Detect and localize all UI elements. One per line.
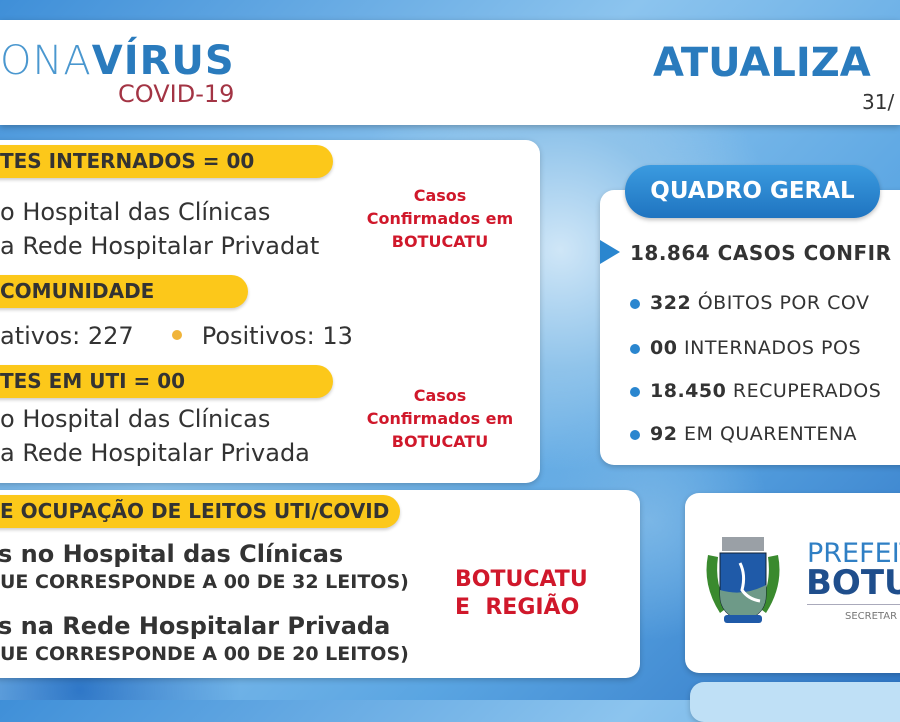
note-line: BOTUCATU xyxy=(391,432,489,451)
note-line: E REGIÃO xyxy=(455,595,580,620)
logo-divider xyxy=(807,604,900,605)
quadro-item: 00 INTERNADOS POS xyxy=(630,337,861,359)
note-line: BOTUCATU xyxy=(455,567,588,592)
quadro-item: 18.450 RECUPERADOS xyxy=(630,380,881,402)
hospital-card xyxy=(0,140,540,483)
item-num: 18.450 xyxy=(650,380,727,402)
uti-note: Casos Confirmados em BOTUCATU xyxy=(350,384,530,453)
logo-line2: BOTU xyxy=(806,563,900,603)
logo-line1: PREFEIT xyxy=(807,538,900,569)
update-date: 31/ xyxy=(862,90,895,114)
comunidade-values: ativos: 227 Positivos: 13 xyxy=(0,322,353,350)
ocupacao-heading: E OCUPAÇÃO DE LEITOS UTI/COVID xyxy=(0,495,400,528)
casos-confirmados: 18.864 CASOS CONFIR xyxy=(630,241,892,265)
negativos: ativos: 227 xyxy=(0,322,134,350)
ocupacao-note: BOTUCATU E REGIÃO xyxy=(455,566,620,622)
quadro-card xyxy=(600,190,900,465)
item-text: EM QUARENTENA xyxy=(684,423,858,445)
internados-note: Casos Confirmados em BOTUCATU xyxy=(350,184,530,253)
note-line: Confirmados em xyxy=(366,409,514,428)
note-line: Casos xyxy=(413,186,467,205)
logo-line3: SECRETAR xyxy=(845,611,898,622)
comunidade-heading: COMUNIDADE xyxy=(0,275,248,308)
item-text: RECUPERADOS xyxy=(732,380,882,402)
internados-privada: a Rede Hospitalar Privadat xyxy=(0,232,320,260)
item-text: INTERNADOS POS xyxy=(684,337,861,359)
casos-num: 18.864 xyxy=(630,241,711,265)
uti-hc: o Hospital das Clínicas xyxy=(0,405,271,433)
quadro-item: 322 ÓBITOS POR COV xyxy=(630,292,870,314)
item-text: ÓBITOS POR COV xyxy=(697,292,870,314)
header-banner: ONAVÍRUS COVID-19 ATUALIZA 31/ xyxy=(0,20,900,125)
bullet-icon xyxy=(630,298,640,309)
title-bold: VÍRUS xyxy=(91,38,235,84)
uti-heading: TES EM UTI = 00 xyxy=(0,365,333,398)
quadro-title: QUADRO GERAL xyxy=(625,165,880,218)
bullet-icon xyxy=(171,330,182,340)
ocupacao-privada-detail: UE CORRESPONDE A 00 DE 20 LEITOS) xyxy=(0,643,409,665)
casos-text: CASOS CONFIR xyxy=(717,241,892,265)
uti-privada: a Rede Hospitalar Privada xyxy=(0,439,310,467)
note-line: Confirmados em xyxy=(366,209,514,228)
note-line: BOTUCATU xyxy=(391,232,489,251)
bullet-icon xyxy=(630,343,640,354)
quadro-item: 92 EM QUARENTENA xyxy=(630,423,857,445)
bullet-icon xyxy=(630,386,640,397)
item-num: 322 xyxy=(650,292,692,314)
title-light: ONA xyxy=(0,38,92,84)
item-num: 00 xyxy=(650,337,678,359)
ocupacao-hc: s no Hospital das Clínicas xyxy=(0,540,344,568)
item-num: 92 xyxy=(650,423,678,445)
subtitle: COVID-19 xyxy=(118,80,235,108)
bullet-icon xyxy=(630,429,640,440)
note-line: Casos xyxy=(413,386,467,405)
bottom-card xyxy=(690,682,900,722)
ocupacao-hc-detail: UE CORRESPONDE A 00 DE 32 LEITOS) xyxy=(0,571,409,593)
title: ONAVÍRUS xyxy=(0,38,235,84)
internados-heading: TES INTERNADOS = 00 xyxy=(0,145,333,178)
internados-hc: o Hospital das Clínicas xyxy=(0,198,271,226)
city-crest-icon xyxy=(706,537,780,623)
positivos: Positivos: 13 xyxy=(201,322,353,350)
update-label: ATUALIZA xyxy=(653,40,871,86)
arrow-icon xyxy=(600,240,620,264)
ocupacao-privada: s na Rede Hospitalar Privada xyxy=(0,612,391,640)
